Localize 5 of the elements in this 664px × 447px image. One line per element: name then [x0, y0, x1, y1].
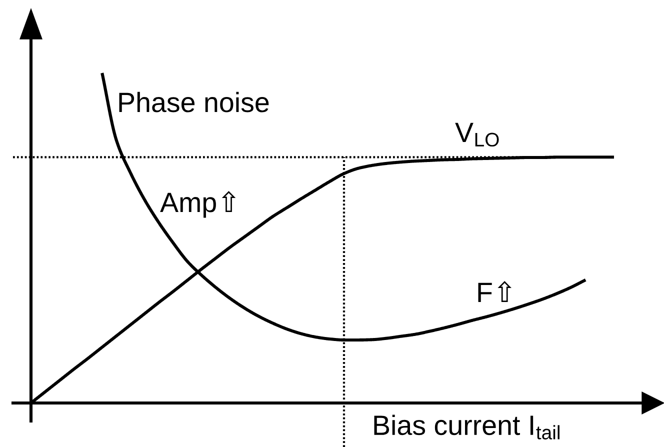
series-label: V$_{LO}$ [455, 122, 499, 147]
series-label: Phase noise [119, 92, 269, 112]
x-axis-title: Bias current I$_{tail}$ [374, 414, 560, 440]
annotation: Amp⇧ [160, 191, 236, 218]
annotation: F⇧ [478, 281, 512, 302]
